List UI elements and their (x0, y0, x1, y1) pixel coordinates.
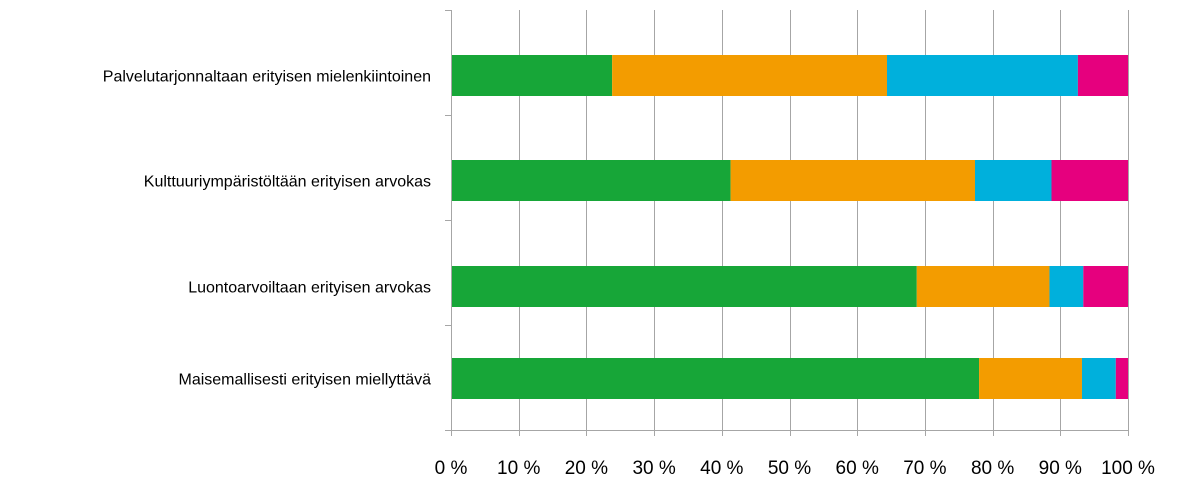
bar-segment (451, 55, 613, 96)
category-label: Kulttuuriympäristöltään erityisen arvoka… (144, 174, 431, 191)
bar-segment (974, 160, 1052, 201)
bar-segment (886, 55, 1078, 96)
bar-segment (1083, 266, 1128, 307)
x-tick-label: 50 % (768, 458, 811, 479)
x-tick-label: 0 % (435, 458, 468, 479)
category-label: Palvelutarjonnaltaan erityisen mielenkii… (103, 69, 431, 86)
x-tick-label: 60 % (836, 458, 879, 479)
labels: 0 % 10 % 20 % 30 % 40 % 50 % 60 % 70 % 80 % 90 % 1… (103, 69, 1155, 480)
bar-segment (1051, 160, 1128, 201)
bar-segment (1115, 358, 1128, 399)
bars (451, 55, 1128, 399)
x-tick-label: 20 % (565, 458, 608, 479)
x-tick-label: 40 % (700, 458, 743, 479)
bar-segment (612, 55, 887, 96)
category-label: Luontoarvoiltaan erityisen arvokas (188, 280, 431, 297)
bar-segment (1081, 358, 1116, 399)
axes (445, 10, 1129, 436)
x-tick-label: 30 % (632, 458, 675, 479)
bar-segment (451, 266, 917, 307)
bar-segment (730, 160, 975, 201)
bar-segment (451, 160, 731, 201)
bar-segment (916, 266, 1050, 307)
x-tick-label: 100 % (1101, 458, 1155, 479)
x-tick-label: 10 % (497, 458, 540, 479)
bar-segment (451, 358, 980, 399)
bar-segment (1077, 55, 1128, 96)
bar-segment (1049, 266, 1084, 307)
x-tick-label: 80 % (971, 458, 1014, 479)
x-tick-label: 70 % (903, 458, 946, 479)
x-tick-label: 90 % (1039, 458, 1082, 479)
bar-segment (979, 358, 1082, 399)
category-label: Maisemallisesti erityisen miellyttävä (178, 372, 431, 389)
